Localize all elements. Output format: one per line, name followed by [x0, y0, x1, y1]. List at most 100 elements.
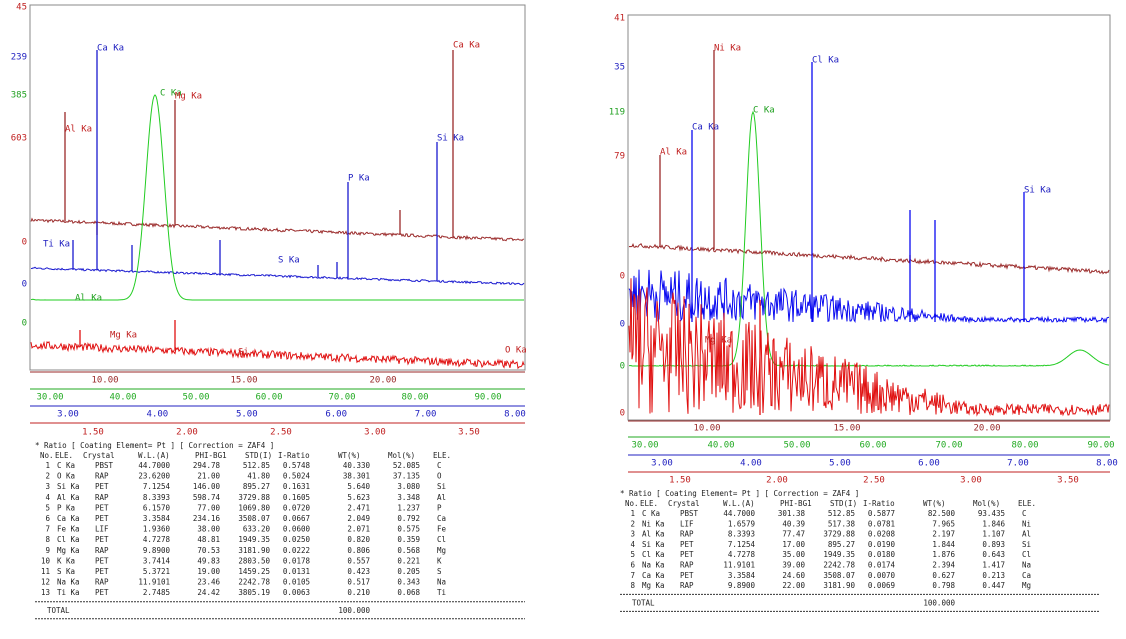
table-cell: 19.00 [197, 567, 220, 576]
table-cell: 9.8900 [143, 546, 171, 555]
y-axis-label: 385 [11, 91, 27, 101]
table-cell: PET [95, 503, 109, 512]
scale-label: 20.00 [369, 376, 396, 386]
table-cell: 1.417 [982, 561, 1005, 570]
scale-label: 4.00 [740, 459, 762, 469]
table-cell: 301.38 [778, 509, 806, 518]
table-cell: 0.359 [397, 535, 420, 544]
table-cell: 1.844 [932, 540, 955, 549]
table-cell: K Ka [57, 556, 75, 565]
table-cell: P [437, 503, 442, 512]
table-cell: 2.7485 [143, 588, 170, 597]
scale-label: 40.00 [707, 441, 734, 451]
table-cell: Cl Ka [57, 535, 80, 544]
peak-label: Ca Ka [692, 123, 719, 133]
table-cell: 2.471 [347, 503, 370, 512]
table-cell: 1 [45, 461, 50, 470]
table-cell: 1.237 [397, 503, 420, 512]
table-cell: PET [680, 550, 694, 559]
table-header: ELE. [55, 451, 73, 460]
scale-label: 70.00 [935, 441, 962, 451]
spectrum-trace [30, 94, 524, 301]
table-cell: 35.00 [782, 550, 805, 559]
table-header: WT(%) [338, 451, 361, 460]
table-cell: Fe [437, 525, 447, 534]
table-cell: 0.643 [982, 550, 1005, 559]
peak-label: Si [238, 348, 249, 358]
table-cell: Mg [1022, 581, 1031, 590]
scale-label: 5.00 [236, 410, 258, 420]
scale-label: 6.00 [918, 459, 940, 469]
table-cell: 1.846 [982, 519, 1005, 528]
table-cell: PET [680, 571, 694, 580]
table-cell: 512.85 [243, 461, 270, 470]
table-cell: Ti [437, 588, 446, 597]
scale-label: 3.50 [1057, 476, 1079, 486]
scale-label: 1.50 [669, 476, 691, 486]
table-cell: 5.623 [347, 493, 370, 502]
table-cell: 5.640 [347, 482, 370, 491]
table-header: Crystal [83, 451, 115, 460]
scale-label: 8.00 [504, 410, 526, 420]
table-cell: 9 [45, 546, 50, 555]
table-cell: 10 [41, 556, 51, 565]
table-cell: 0.806 [347, 546, 370, 555]
table-header: PHI-BG1 [780, 499, 812, 508]
table-cell: 0.0069 [868, 581, 895, 590]
table-cell: 21.00 [197, 472, 220, 481]
table-cell: 4 [630, 540, 635, 549]
table-cell: 23.6200 [138, 472, 170, 481]
table-cell: 0.205 [397, 567, 420, 576]
peak-label: O Ka [505, 346, 527, 356]
peak-label: C Ka [753, 106, 775, 116]
table-cell: 0.5748 [283, 461, 311, 470]
table-cell: PBST [95, 461, 114, 470]
table-header: ELE. [640, 499, 658, 508]
table-cell: 12 [41, 578, 50, 587]
scale-label: 1.50 [82, 428, 104, 438]
table-cell: Al [1022, 530, 1031, 539]
table-cell: 294.78 [193, 461, 221, 470]
scale-label: 60.00 [859, 441, 886, 451]
table-cell: 0.0174 [868, 561, 896, 570]
table-cell: 0.0131 [283, 567, 310, 576]
table-cell: 0.820 [347, 535, 370, 544]
table-cell: Ti Ka [57, 588, 80, 597]
table-cell: 146.00 [193, 482, 221, 491]
table-cell: 22.00 [782, 581, 805, 590]
table-cell: 2 [630, 519, 635, 528]
table-cell: 7.1254 [143, 482, 171, 491]
table-cell: 1.107 [982, 530, 1005, 539]
table-cell: 44.7000 [138, 461, 170, 470]
table-cell: 44.7000 [723, 509, 755, 518]
table-cell: RAP [95, 493, 109, 502]
table-cell: 82.500 [928, 509, 956, 518]
y-axis-label: 119 [609, 108, 625, 118]
table-cell: 0.0178 [283, 556, 311, 565]
table-cell: LIF [680, 519, 694, 528]
table-cell: 0.517 [347, 578, 370, 587]
table-cell: 8 [630, 581, 635, 590]
y-axis-label: 0 [620, 362, 625, 372]
table-cell: 3181.90 [238, 546, 270, 555]
table-cell: 0.798 [932, 581, 955, 590]
scale-label: 80.00 [401, 393, 428, 403]
table-cell: 1949.35 [823, 550, 855, 559]
table-cell: 0.627 [932, 571, 955, 580]
table-cell: S Ka [57, 567, 75, 576]
peak-label: Al Ka [65, 125, 92, 135]
peak-label: Ni Ka [714, 44, 741, 54]
table-header: I-Ratio [278, 451, 310, 460]
table-cell: 0.557 [347, 556, 370, 565]
y-axis-label: 0 [620, 272, 625, 282]
y-axis-label: 79 [614, 152, 625, 162]
table-cell: C Ka [642, 509, 660, 518]
table-cell: Fe Ka [57, 525, 80, 534]
table-cell: 3181.90 [823, 581, 855, 590]
table-cell: RAP [680, 530, 694, 539]
y-axis-label: 41 [614, 14, 625, 24]
table-cell: 0.568 [397, 546, 420, 555]
table-cell: Na [437, 578, 446, 587]
peak-label: Si Ka [437, 134, 464, 144]
table-cell: PET [95, 556, 109, 565]
